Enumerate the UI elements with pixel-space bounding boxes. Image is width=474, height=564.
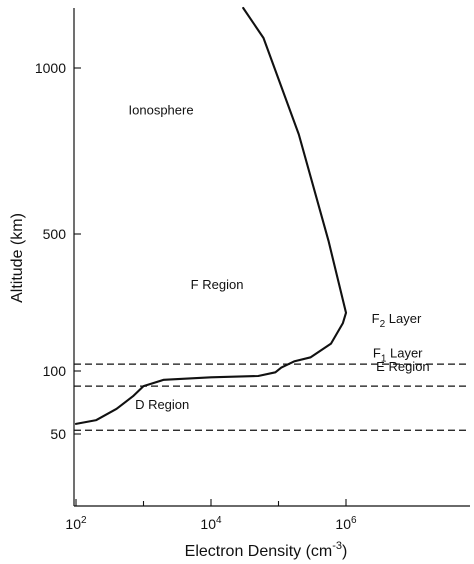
- region-label: F2 Layer: [372, 311, 422, 330]
- region-label-text: F: [372, 311, 380, 326]
- x-tick-base: 10: [65, 516, 81, 532]
- electron-density-profile: [74, 6, 348, 425]
- x-tick-base: 10: [335, 516, 351, 532]
- region-label-text: E Region: [376, 359, 429, 374]
- region-label: E Region: [376, 359, 429, 374]
- x-axis-label-main: Electron Density (cm: [185, 543, 333, 560]
- region-boundaries: [74, 363, 470, 431]
- x-tick-base: 10: [200, 516, 216, 532]
- y-axis-label: Altitude (km): [9, 213, 26, 303]
- x-tick-label: 104: [200, 515, 222, 532]
- x-axis-label: Electron Density (cm-3): [185, 540, 348, 560]
- y-tick-label: 50: [50, 426, 66, 442]
- region-label: F1 Layer: [373, 345, 423, 364]
- y-axis-ticks: 50 100 500 1000: [35, 60, 81, 442]
- region-label: D Region: [135, 397, 189, 412]
- y-tick-label: 500: [43, 226, 67, 242]
- data-series: [74, 6, 348, 425]
- region-label: Ionosphere: [129, 102, 194, 117]
- x-tick-exponent: 4: [216, 515, 222, 526]
- region-label-tail: Layer: [386, 345, 423, 360]
- x-axis-ticks: 102 104 106: [65, 499, 357, 532]
- x-tick-exponent: 6: [351, 515, 357, 526]
- region-label: F Region: [191, 277, 244, 292]
- region-label-tail: Layer: [385, 311, 422, 326]
- region-label-subscript: 2: [380, 319, 386, 330]
- plot-frame: [73, 8, 470, 507]
- region-label-text: D Region: [135, 397, 189, 412]
- x-axis-label-superscript: -3: [332, 540, 342, 552]
- region-label-text: F: [373, 345, 381, 360]
- y-tick-label: 100: [43, 363, 67, 379]
- region-label-text: Ionosphere: [129, 102, 194, 117]
- x-tick-exponent: 2: [81, 515, 87, 526]
- x-tick-label: 106: [335, 515, 357, 532]
- x-axis-label-tail: ): [342, 543, 347, 560]
- y-tick-label: 1000: [35, 60, 66, 76]
- axis-labels: Electron Density (cm-3) Altitude (km): [9, 213, 347, 560]
- region-label-text: F Region: [191, 277, 244, 292]
- x-tick-label: 102: [65, 515, 87, 532]
- region-label-subscript: 1: [381, 353, 387, 364]
